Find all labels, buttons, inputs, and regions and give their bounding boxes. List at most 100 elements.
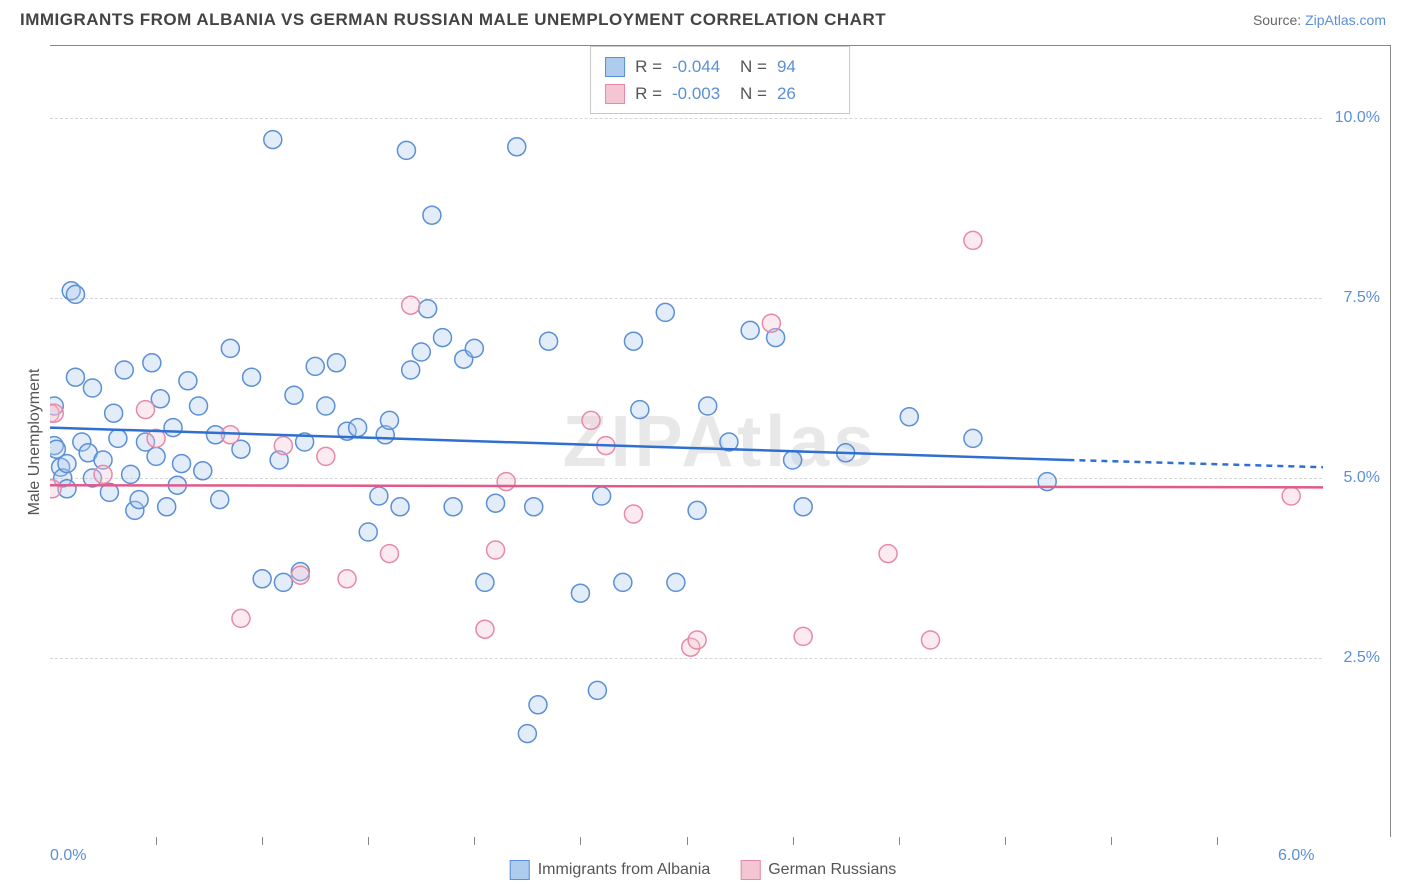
- data-point: [624, 505, 642, 523]
- data-point: [487, 541, 505, 559]
- data-point: [656, 303, 674, 321]
- x-tick: [156, 837, 157, 845]
- legend-label-1: German Russians: [768, 861, 896, 879]
- source-attribution: Source: ZipAtlas.com: [1253, 12, 1386, 28]
- data-point: [194, 462, 212, 480]
- data-point: [50, 480, 61, 498]
- data-point: [291, 566, 309, 584]
- data-point: [518, 725, 536, 743]
- data-point: [338, 570, 356, 588]
- data-point: [221, 339, 239, 357]
- x-tick: [1111, 837, 1112, 845]
- data-point: [667, 573, 685, 591]
- data-point: [423, 206, 441, 224]
- data-point: [921, 631, 939, 649]
- trend-line: [50, 485, 1323, 487]
- data-point: [434, 329, 452, 347]
- scatter-svg: [50, 46, 1323, 838]
- data-point: [444, 498, 462, 516]
- y-axis-label: Male Unemployment: [26, 368, 44, 515]
- x-tick: [687, 837, 688, 845]
- data-point: [105, 404, 123, 422]
- data-point: [274, 437, 292, 455]
- data-point: [109, 429, 127, 447]
- x-tick: [262, 837, 263, 845]
- source-link[interactable]: ZipAtlas.com: [1305, 12, 1386, 28]
- data-point: [359, 523, 377, 541]
- data-point: [179, 372, 197, 390]
- data-point: [794, 627, 812, 645]
- y-tick-label: 10.0%: [1335, 109, 1380, 127]
- chart-title: IMMIGRANTS FROM ALBANIA VS GERMAN RUSSIA…: [20, 10, 886, 30]
- data-point: [688, 631, 706, 649]
- data-point: [879, 545, 897, 563]
- x-tick: [474, 837, 475, 845]
- data-point: [274, 573, 292, 591]
- data-point: [232, 609, 250, 627]
- data-point: [58, 455, 76, 473]
- y-tick-label: 5.0%: [1344, 469, 1380, 487]
- legend-item-0: Immigrants from Albania: [510, 860, 711, 880]
- data-point: [529, 696, 547, 714]
- data-point: [900, 408, 918, 426]
- x-tick: [1217, 837, 1218, 845]
- x-tick-label: 0.0%: [50, 847, 86, 865]
- data-point: [402, 361, 420, 379]
- data-point: [465, 339, 483, 357]
- data-point: [508, 138, 526, 156]
- data-point: [147, 447, 165, 465]
- legend-item-1: German Russians: [740, 860, 896, 880]
- stats-row-0: R = -0.044 N = 94: [605, 53, 835, 80]
- n-label: N =: [740, 53, 767, 80]
- legend-swatch-icon: [510, 860, 530, 880]
- stats-row-1: R = -0.003 N = 26: [605, 80, 835, 107]
- data-point: [317, 447, 335, 465]
- r-label: R =: [635, 53, 662, 80]
- y-tick-label: 2.5%: [1344, 649, 1380, 667]
- data-point: [588, 681, 606, 699]
- data-point: [264, 131, 282, 149]
- data-point: [243, 368, 261, 386]
- data-point: [221, 426, 239, 444]
- data-point: [164, 419, 182, 437]
- x-tick: [580, 837, 581, 845]
- data-point: [83, 379, 101, 397]
- data-point: [476, 620, 494, 638]
- data-point: [571, 584, 589, 602]
- data-point: [964, 231, 982, 249]
- data-point: [173, 455, 191, 473]
- data-point: [66, 285, 84, 303]
- data-point: [784, 451, 802, 469]
- data-point: [211, 491, 229, 509]
- data-point: [631, 401, 649, 419]
- data-point: [582, 411, 600, 429]
- data-point: [50, 404, 63, 422]
- data-point: [306, 357, 324, 375]
- data-point: [143, 354, 161, 372]
- data-point: [349, 419, 367, 437]
- data-point: [1282, 487, 1300, 505]
- trend-line-dashed: [1068, 460, 1323, 467]
- data-point: [94, 465, 112, 483]
- n-value-0: 94: [777, 53, 835, 80]
- data-point: [476, 573, 494, 591]
- data-point: [412, 343, 430, 361]
- data-point: [122, 465, 140, 483]
- data-point: [487, 494, 505, 512]
- data-point: [614, 573, 632, 591]
- x-tick: [368, 837, 369, 845]
- r-value-1: -0.003: [672, 80, 730, 107]
- data-point: [497, 473, 515, 491]
- data-point: [285, 386, 303, 404]
- data-point: [130, 491, 148, 509]
- data-point: [136, 401, 154, 419]
- data-point: [327, 354, 345, 372]
- y-tick-label: 7.5%: [1344, 289, 1380, 307]
- data-point: [964, 429, 982, 447]
- x-tick: [899, 837, 900, 845]
- data-point: [624, 332, 642, 350]
- data-point: [525, 498, 543, 516]
- data-point: [370, 487, 388, 505]
- data-point: [317, 397, 335, 415]
- data-point: [794, 498, 812, 516]
